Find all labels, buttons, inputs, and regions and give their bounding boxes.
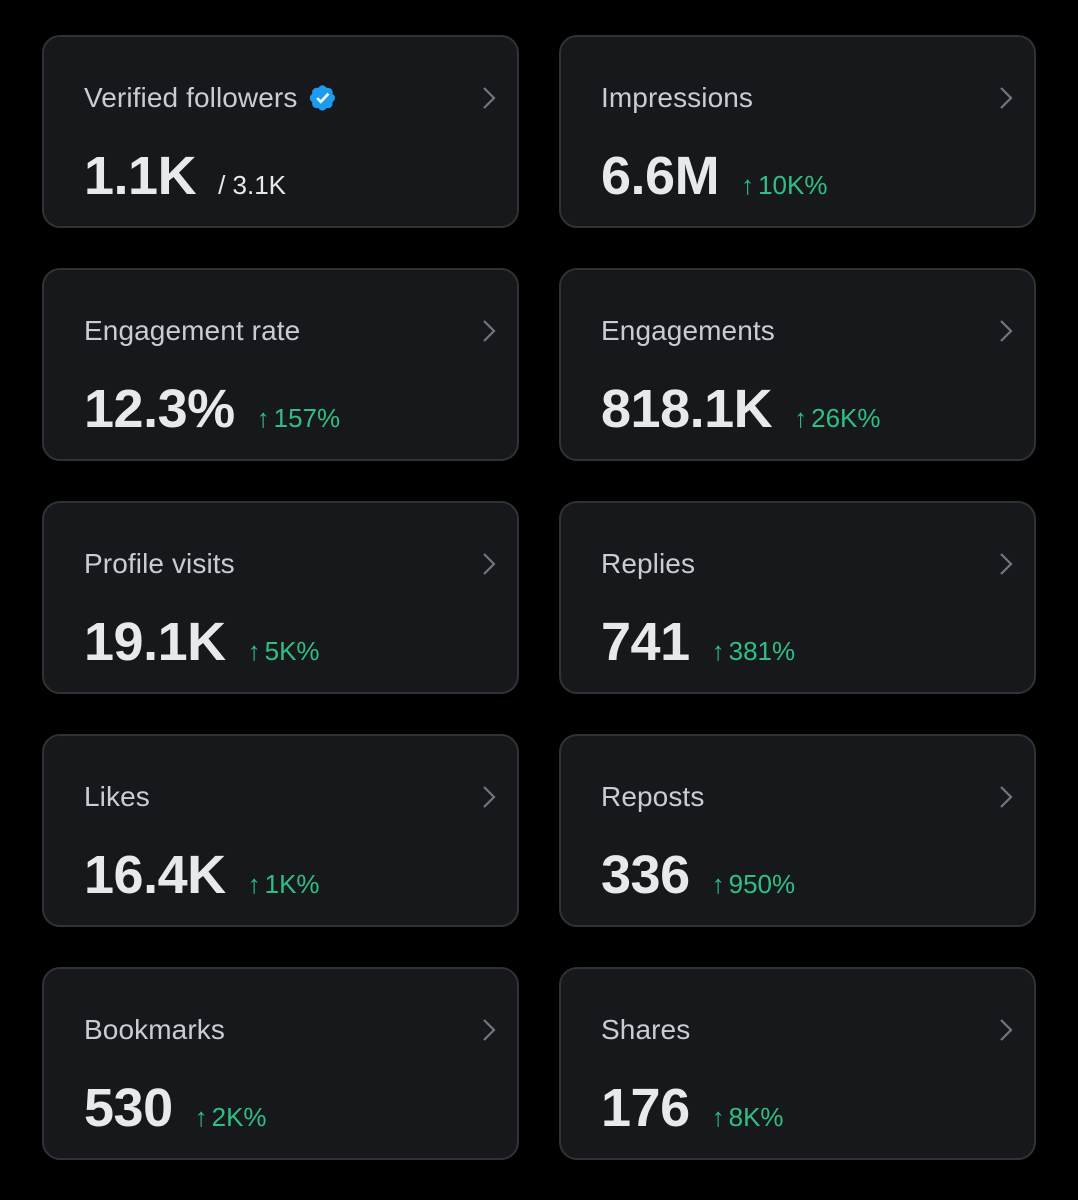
metric-change: ↑ 1K% <box>248 869 320 899</box>
change-value: 1K% <box>264 869 320 899</box>
chevron-right-icon <box>1000 87 1013 109</box>
value-row: 16.4K ↑ 1K% <box>84 844 320 906</box>
label-row: Verified followers <box>84 81 337 115</box>
metric-total: / 3.1K <box>218 170 287 200</box>
value-row: 1.1K / 3.1K <box>84 145 286 207</box>
arrow-up-icon: ↑ <box>256 403 270 433</box>
value-row: 818.1K ↑ 26K% <box>601 378 881 440</box>
metric-value: 16.4K <box>84 845 226 905</box>
metric-value: 530 <box>84 1078 173 1138</box>
card-verified-followers[interactable]: Verified followers 1.1K / 3.1K <box>42 35 519 228</box>
card-shares[interactable]: Shares 176 ↑ 8K% <box>559 967 1036 1160</box>
chevron-right-icon <box>483 553 496 575</box>
metric-value: 741 <box>601 612 690 672</box>
card-engagement-rate[interactable]: Engagement rate 12.3% ↑ 157% <box>42 268 519 461</box>
card-bookmarks[interactable]: Bookmarks 530 ↑ 2K% <box>42 967 519 1160</box>
value-row: 176 ↑ 8K% <box>601 1077 784 1139</box>
arrow-up-icon: ↑ <box>247 869 261 899</box>
metric-change: ↑ 26K% <box>794 403 880 433</box>
change-value: 2K% <box>211 1102 267 1132</box>
value-row: 741 ↑ 381% <box>601 611 795 673</box>
metric-change: ↑ 381% <box>712 636 796 666</box>
chevron-right-icon <box>483 1019 496 1041</box>
arrow-up-icon: ↑ <box>194 1102 208 1132</box>
label-row: Profile visits <box>84 547 235 581</box>
metric-change: ↑ 2K% <box>195 1102 267 1132</box>
arrow-up-icon: ↑ <box>247 636 261 666</box>
chevron-right-icon <box>483 87 496 109</box>
card-label: Likes <box>84 781 150 812</box>
card-reposts[interactable]: Reposts 336 ↑ 950% <box>559 734 1036 927</box>
label-row: Replies <box>601 547 695 581</box>
card-label: Engagements <box>601 315 775 346</box>
metric-value: 176 <box>601 1078 690 1138</box>
value-row: 19.1K ↑ 5K% <box>84 611 320 673</box>
metric-change: ↑ 8K% <box>712 1102 784 1132</box>
card-label: Replies <box>601 548 696 579</box>
change-value: 26K% <box>811 403 881 433</box>
value-row: 6.6M ↑ 10K% <box>601 145 827 207</box>
chevron-right-icon <box>1000 553 1013 575</box>
change-value: 8K% <box>728 1102 784 1132</box>
arrow-up-icon: ↑ <box>711 1102 725 1132</box>
card-label: Shares <box>601 1014 691 1045</box>
arrow-up-icon: ↑ <box>711 636 725 666</box>
card-likes[interactable]: Likes 16.4K ↑ 1K% <box>42 734 519 927</box>
chevron-right-icon <box>1000 320 1013 342</box>
chevron-right-icon <box>1000 786 1013 808</box>
arrow-up-icon: ↑ <box>711 869 725 899</box>
change-value: 950% <box>728 869 796 899</box>
metric-value: 19.1K <box>84 612 226 672</box>
metric-value: 12.3% <box>84 379 235 439</box>
label-row: Reposts <box>601 780 704 814</box>
card-label: Impressions <box>601 82 754 113</box>
label-row: Impressions <box>601 81 753 115</box>
card-replies[interactable]: Replies 741 ↑ 381% <box>559 501 1036 694</box>
arrow-up-icon: ↑ <box>794 403 808 433</box>
card-label: Profile visits <box>84 548 235 579</box>
chevron-right-icon <box>483 786 496 808</box>
label-row: Engagements <box>601 314 775 348</box>
metric-change: ↑ 157% <box>257 403 341 433</box>
metric-change: ↑ 950% <box>712 869 796 899</box>
label-row: Shares <box>601 1013 690 1047</box>
chevron-right-icon <box>483 320 496 342</box>
change-value: 381% <box>728 636 796 666</box>
card-impressions[interactable]: Impressions 6.6M ↑ 10K% <box>559 35 1036 228</box>
change-value: 157% <box>273 403 341 433</box>
metrics-grid: Verified followers 1.1K / 3.1K Impressio… <box>42 35 1036 1160</box>
label-row: Likes <box>84 780 150 814</box>
card-label: Engagement rate <box>84 315 301 346</box>
chevron-right-icon <box>1000 1019 1013 1041</box>
metric-change: ↑ 10K% <box>741 170 827 200</box>
verified-badge-icon <box>310 85 336 111</box>
metric-value: 336 <box>601 845 690 905</box>
change-value: 10K% <box>758 170 828 200</box>
arrow-up-icon: ↑ <box>741 170 755 200</box>
card-engagements[interactable]: Engagements 818.1K ↑ 26K% <box>559 268 1036 461</box>
metric-value: 818.1K <box>601 379 773 439</box>
metric-change: ↑ 5K% <box>248 636 320 666</box>
label-row: Bookmarks <box>84 1013 225 1047</box>
metric-value: 1.1K <box>84 146 197 206</box>
label-row: Engagement rate <box>84 314 300 348</box>
value-row: 336 ↑ 950% <box>601 844 795 906</box>
card-label: Bookmarks <box>84 1014 225 1045</box>
change-value: 5K% <box>264 636 320 666</box>
card-profile-visits[interactable]: Profile visits 19.1K ↑ 5K% <box>42 501 519 694</box>
value-row: 530 ↑ 2K% <box>84 1077 267 1139</box>
metric-value: 6.6M <box>601 146 720 206</box>
value-row: 12.3% ↑ 157% <box>84 378 340 440</box>
card-label: Reposts <box>601 781 705 812</box>
card-label: Verified followers <box>84 82 298 113</box>
